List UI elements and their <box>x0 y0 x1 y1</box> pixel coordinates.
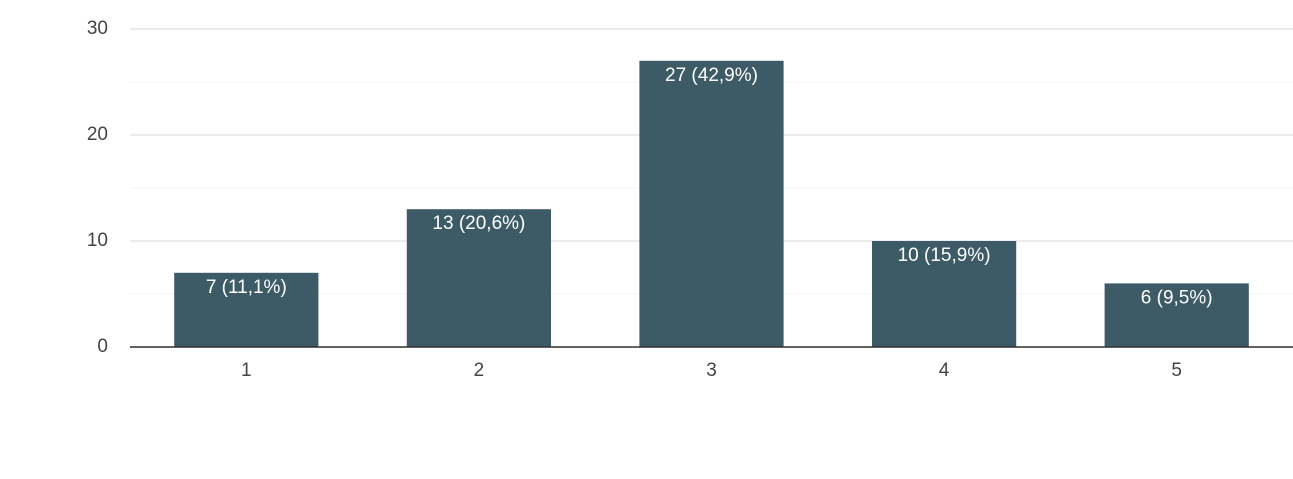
y-tick-label: 10 <box>87 230 108 251</box>
bar <box>174 272 319 347</box>
bar <box>406 209 552 347</box>
value-label: 10 (15,9%) <box>898 245 991 266</box>
x-tick-label: 3 <box>706 360 717 381</box>
value-label: 6 (9,5%) <box>1141 287 1213 308</box>
y-tick-label: 20 <box>87 124 108 145</box>
value-label: 27 (42,9%) <box>665 65 758 86</box>
y-tick-label: 30 <box>87 18 108 39</box>
value-label: 7 (11,1%) <box>206 277 287 298</box>
bar <box>639 60 784 348</box>
x-tick-label: 4 <box>939 360 950 381</box>
bar <box>871 241 1017 347</box>
bar <box>1104 283 1249 347</box>
value-label: 13 (20,6%) <box>432 213 525 234</box>
x-tick-label: 1 <box>241 360 252 381</box>
x-tick-label: 5 <box>1171 360 1182 381</box>
x-tick-label: 2 <box>474 360 485 381</box>
y-tick-label: 0 <box>97 336 108 357</box>
